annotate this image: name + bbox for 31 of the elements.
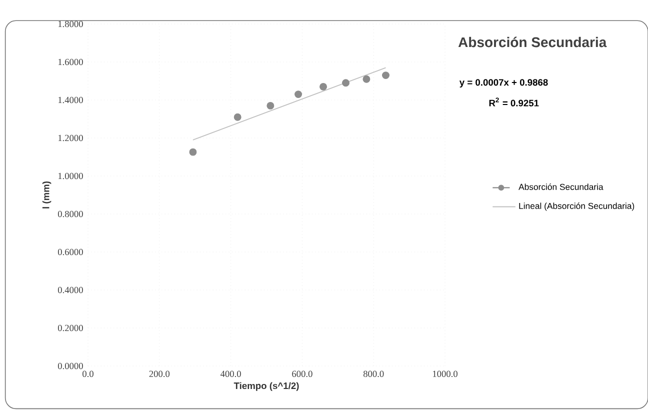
y-tick-label: 1.0000 [58, 172, 83, 180]
x-tick-label: 600.0 [292, 370, 312, 378]
x-axis-title: Tiempo (s^1/2) [234, 382, 299, 391]
x-tick-label: 800.0 [363, 370, 384, 378]
point [382, 72, 390, 80]
text: y = 0.0007x + 0.9868 [459, 79, 548, 88]
x-tick-label: 1000.0 [432, 370, 458, 378]
x-tick-label: 0.0 [82, 370, 94, 378]
point [362, 75, 370, 83]
point [294, 90, 302, 98]
point [266, 102, 274, 110]
y-tick-label: 0.2000 [58, 324, 83, 332]
y-tick-label: 0.0000 [58, 362, 83, 370]
legend-label: Absorción Secundaria [518, 184, 604, 190]
y-tick-label: 0.6000 [58, 248, 83, 256]
y-axis-title: l (mm) [42, 181, 52, 208]
text: Absorción Secundaria [458, 36, 607, 48]
y-tick-label: 1.6000 [58, 58, 83, 66]
point [189, 148, 197, 156]
point [234, 113, 242, 121]
point [342, 79, 350, 87]
point [320, 82, 328, 90]
x-tick-label: 400.0 [220, 370, 241, 378]
legend-label: Lineal (Absorción Secundaria) [519, 202, 634, 211]
text: R$^{2}$ = 0.9251 [489, 98, 539, 106]
x-tick-label: 200.0 [149, 370, 170, 378]
y-tick-label: 1.8000 [58, 20, 83, 28]
y-tick-label: 0.8000 [58, 210, 83, 218]
y-tick-label: 1.4000 [58, 96, 83, 104]
y-tick-label: 0.4000 [58, 286, 83, 294]
y-tick-label: 1.2000 [58, 134, 83, 142]
